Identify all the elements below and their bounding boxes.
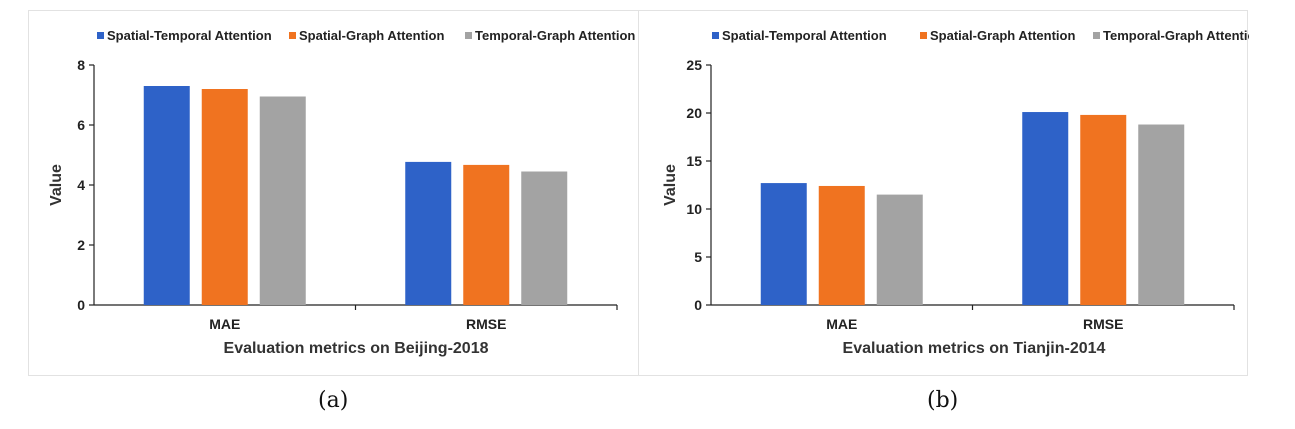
- x-axis-title: Evaluation metrics on Beijing-2018: [224, 340, 489, 357]
- legend-swatch-2: [289, 32, 296, 39]
- legend-label-2: Spatial-Graph Attention: [930, 28, 1075, 43]
- bar-rmse-series-3: [1138, 124, 1185, 306]
- y-tick-label: 0: [77, 297, 85, 313]
- legend-swatch-3: [465, 32, 472, 39]
- y-axis-title: Value: [48, 164, 65, 206]
- x-axis-title: Evaluation metrics on Tianjin-2014: [843, 340, 1106, 357]
- chart-svg-b: Spatial-Temporal Attention Spatial-Graph …: [662, 28, 1249, 357]
- bar-mae-series-3: [259, 96, 306, 305]
- y-tick-label: 8: [77, 57, 85, 73]
- legend-label-2: Spatial-Graph Attention: [299, 28, 444, 43]
- bar-mae-series-1: [143, 86, 190, 305]
- chart-panel-b: Spatial-Temporal Attention Spatial-Graph …: [638, 10, 1249, 376]
- x-tick-label: RMSE: [1083, 316, 1123, 332]
- bar-rmse-series-1: [405, 161, 452, 305]
- y-tick-label: 20: [686, 105, 702, 121]
- chart-svg-a: Spatial-Temporal Attention Spatial-Graph …: [48, 28, 635, 357]
- bar-rmse-series-2: [463, 164, 510, 305]
- caption-b: (b): [927, 388, 959, 413]
- bar-mae-series-2: [201, 89, 248, 305]
- y-tick-label: 2: [77, 237, 85, 253]
- y-tick-label: 6: [77, 117, 85, 133]
- x-tick-label: RMSE: [466, 316, 506, 332]
- y-tick-label: 5: [694, 249, 702, 265]
- y-tick-label: 4: [77, 177, 85, 193]
- bar-rmse-series-1: [1022, 112, 1069, 305]
- bar-mae-series-2: [818, 185, 865, 305]
- bar-rmse-series-3: [521, 171, 568, 305]
- y-axis-title: Value: [662, 164, 679, 206]
- legend-label-1: Spatial-Temporal Attention: [722, 28, 887, 43]
- legend-swatch-1: [712, 32, 719, 39]
- y-tick-label: 25: [686, 57, 702, 73]
- x-tick-label: MAE: [209, 316, 240, 332]
- y-tick-label: 0: [694, 297, 702, 313]
- x-tick-label: MAE: [826, 316, 857, 332]
- legend-swatch-1: [97, 32, 104, 39]
- legend-swatch-3: [1093, 32, 1100, 39]
- bar-mae-series-1: [760, 183, 807, 305]
- legend-label-3: Temporal-Graph Attention: [1103, 28, 1249, 43]
- y-tick-label: 15: [686, 153, 702, 169]
- legend-label-1: Spatial-Temporal Attention: [107, 28, 272, 43]
- legend-label-3: Temporal-Graph Attention: [475, 28, 635, 43]
- bar-rmse-series-2: [1080, 114, 1127, 305]
- y-tick-label: 10: [686, 201, 702, 217]
- chart-panel-a: Spatial-Temporal Attention Spatial-Graph …: [28, 10, 639, 376]
- bar-mae-series-3: [876, 194, 923, 305]
- legend-swatch-2: [920, 32, 927, 39]
- caption-a: (a): [318, 388, 349, 413]
